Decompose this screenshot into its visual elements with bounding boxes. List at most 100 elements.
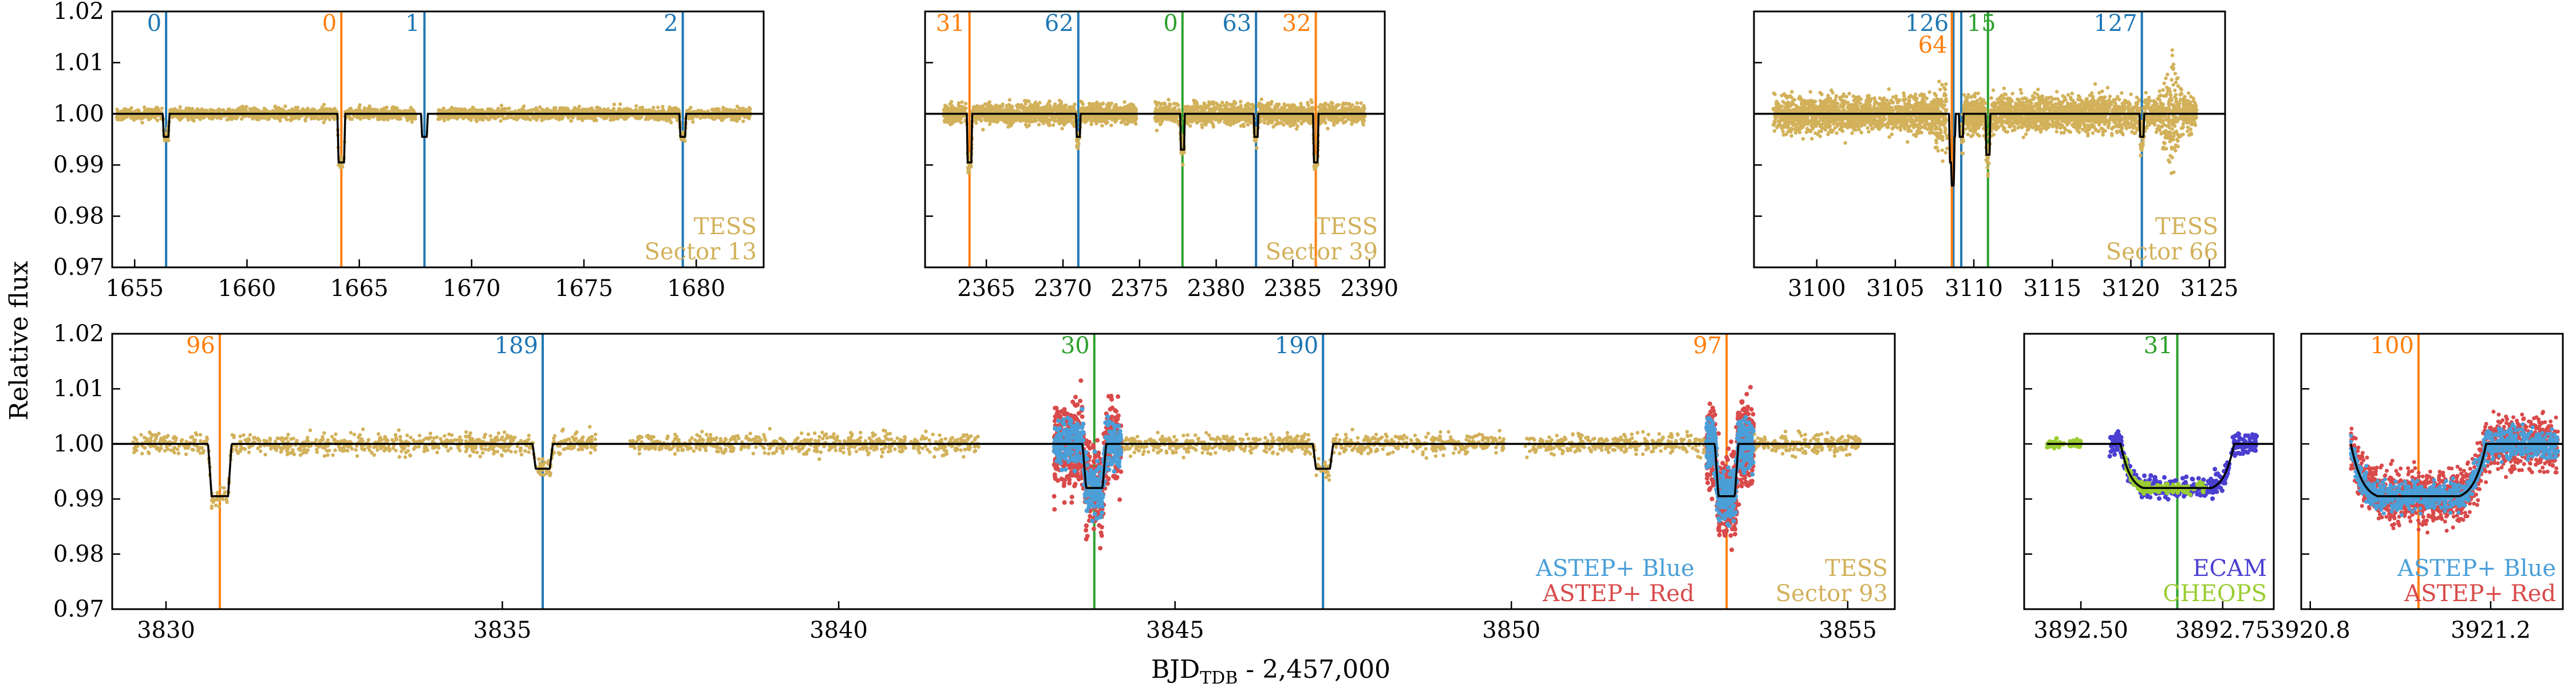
data-point — [949, 116, 953, 120]
data-point — [612, 117, 616, 121]
data-point — [549, 116, 553, 120]
instrument-label: TESS — [694, 214, 757, 240]
data-point — [966, 170, 970, 175]
data-point — [526, 116, 531, 120]
data-point — [654, 114, 658, 119]
data-point — [348, 106, 352, 111]
data-point — [122, 107, 127, 111]
data-point — [1048, 100, 1052, 104]
data-point — [1114, 119, 1119, 123]
data-point — [1002, 120, 1006, 124]
data-point — [319, 116, 323, 121]
data-point — [446, 114, 450, 119]
data-point — [1089, 123, 1093, 127]
data-point — [943, 118, 948, 122]
data-point — [463, 107, 467, 111]
data-point — [1034, 116, 1038, 120]
data-point — [290, 116, 294, 120]
data-point — [1323, 101, 1327, 105]
data-point — [468, 109, 473, 113]
data-point — [983, 107, 987, 111]
data-point — [407, 116, 411, 120]
data-point — [1188, 124, 1192, 128]
data-point — [357, 108, 361, 112]
data-point — [1262, 121, 1267, 125]
data-point — [517, 108, 521, 112]
data-point — [1009, 123, 1013, 127]
data-point — [1123, 100, 1127, 104]
data-point — [1100, 124, 1104, 128]
data-point — [1124, 110, 1128, 114]
data-point — [691, 120, 695, 124]
data-point — [966, 165, 970, 170]
data-point — [1119, 109, 1123, 113]
data-point — [1124, 122, 1128, 126]
data-point — [748, 107, 752, 111]
data-point — [1232, 100, 1236, 104]
transit-label: 2 — [663, 10, 678, 37]
data-point — [1174, 102, 1179, 106]
data-point — [981, 128, 985, 132]
data-point — [1046, 106, 1050, 110]
x-tick-label: 1660 — [218, 275, 276, 302]
data-point — [273, 104, 277, 108]
data-point — [159, 117, 163, 121]
data-point — [1155, 128, 1159, 133]
data-point — [1119, 106, 1123, 110]
data-point — [499, 119, 503, 123]
data-point — [1081, 102, 1085, 106]
data-point — [293, 115, 297, 120]
data-point — [358, 117, 363, 121]
data-point — [950, 104, 954, 108]
data-point — [1052, 105, 1056, 109]
data-point — [648, 114, 652, 118]
data-point — [1022, 98, 1027, 103]
data-point — [949, 100, 954, 104]
data-point — [397, 117, 401, 121]
data-point — [993, 108, 997, 112]
data-point — [491, 114, 495, 119]
data-point — [566, 109, 570, 113]
data-point — [147, 107, 151, 111]
data-point — [194, 114, 198, 119]
data-point — [622, 117, 626, 121]
axes-frame — [111, 10, 765, 269]
data-point — [1063, 108, 1067, 112]
data-point — [277, 116, 281, 120]
data-point — [645, 116, 649, 120]
data-point — [186, 118, 190, 122]
data-point — [1225, 122, 1229, 126]
data-point — [1038, 101, 1042, 105]
data-point — [712, 108, 716, 112]
data-point — [1101, 102, 1105, 106]
data-point — [481, 116, 485, 120]
data-point — [1095, 103, 1099, 107]
data-point — [542, 117, 546, 121]
data-point — [1007, 108, 1012, 113]
data-point — [1097, 108, 1101, 112]
data-point — [1121, 118, 1125, 122]
data-point — [438, 117, 442, 121]
data-point — [1069, 115, 1073, 119]
data-point — [568, 114, 572, 118]
data-point — [662, 109, 666, 113]
data-point — [1014, 119, 1018, 123]
data-point — [1033, 100, 1038, 104]
data-point — [149, 108, 153, 112]
data-point — [488, 116, 492, 120]
data-point — [576, 116, 580, 120]
data-point — [222, 108, 226, 112]
data-point — [1023, 114, 1028, 119]
data-point — [173, 114, 177, 119]
data-point — [218, 109, 222, 113]
data-point — [1025, 125, 1029, 129]
data-point — [248, 107, 252, 111]
data-point — [1039, 114, 1044, 118]
data-point — [280, 107, 284, 112]
data-point — [354, 108, 358, 112]
data-point — [1134, 116, 1138, 120]
data-point — [1299, 104, 1303, 108]
data-point — [135, 116, 139, 120]
data-point — [560, 114, 564, 118]
data-point — [463, 115, 467, 119]
